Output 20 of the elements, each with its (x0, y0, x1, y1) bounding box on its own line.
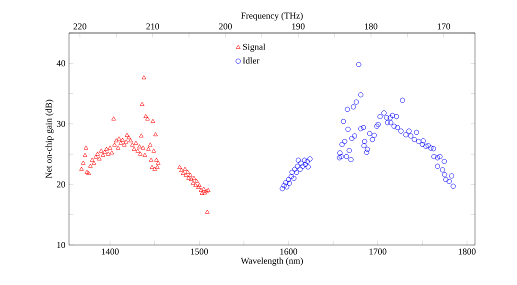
y-axis-title: Net on-chip gain (dB) (45, 100, 54, 178)
x-tick-label: 1700 (370, 248, 386, 255)
y-tick-label: 40 (56, 60, 66, 66)
x-tick-label: 1500 (191, 248, 208, 255)
legend-label: Signal (243, 44, 266, 52)
x2-tick-label: 180 (364, 23, 378, 30)
y-tick-label: 10 (57, 242, 66, 248)
legend-label: Idler (242, 57, 260, 64)
x-tick-label: 1400 (102, 248, 119, 255)
x2-tick-label: 220 (74, 23, 86, 30)
x2-tick-label: 200 (219, 23, 232, 30)
x2-tick-label: 210 (146, 23, 160, 30)
x2-tick-label: 170 (438, 23, 450, 30)
x-axis-title: Wavelength (nm) (240, 257, 303, 266)
y-tick-label: 30 (56, 120, 66, 127)
x2-tick-label: 190 (292, 23, 305, 30)
x-tick-label: 1800 (458, 248, 476, 255)
x2-axis-title: Frequency (THz) (241, 12, 303, 21)
x-tick-label: 1600 (280, 248, 298, 255)
y-tick-label: 20 (56, 181, 66, 188)
